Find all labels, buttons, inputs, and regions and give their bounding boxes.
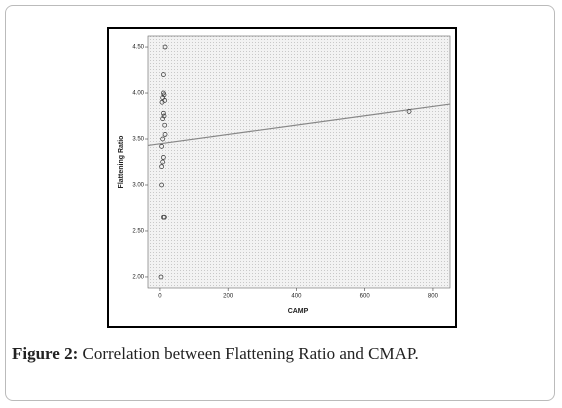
point [159,99,165,105]
x-axis-label: CAMP [288,308,309,315]
y-tick-label: 2.00 [132,275,144,281]
plot-area [147,35,451,289]
point [162,44,168,50]
point [406,109,412,114]
y-tick-label: 4.50 [132,45,144,51]
point [160,159,166,165]
figure-frame [5,5,555,401]
x-tick-label: 600 [360,294,371,300]
point [161,113,167,119]
point [159,144,164,149]
point [161,155,166,160]
y-axis-label: Flattening Ratio [118,136,125,189]
x-tick-label: 200 [223,294,234,300]
y-tick-label: 2.50 [132,229,144,235]
y-tick-label: 3.00 [132,183,144,189]
point [158,274,164,280]
point [159,164,164,169]
point [161,92,167,98]
point [161,72,166,77]
point [162,122,168,128]
x-tick-label: 400 [291,294,302,300]
point [159,182,164,188]
y-tick-label: 4.00 [132,91,144,97]
caption-label: Figure 2: [12,344,79,363]
caption: Figure 2: Correlation between Flattening… [12,344,419,364]
y-tick-label: 3.50 [132,137,144,143]
point [160,136,166,142]
point [161,110,166,116]
x-tick-label: 0 [158,294,162,300]
fit-line [147,103,451,147]
caption-text: Correlation between Flattening Ratio and… [82,344,419,363]
point [162,214,167,220]
x-tick-label: 800 [428,294,439,300]
point [162,132,168,137]
point [160,116,166,122]
